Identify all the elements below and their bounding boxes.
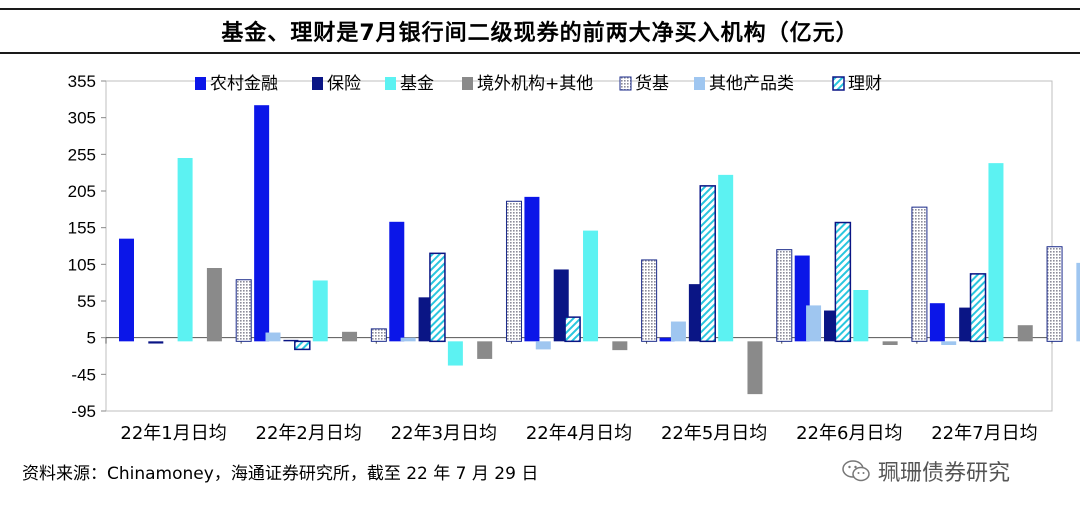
- bar: [148, 341, 164, 344]
- bar: [429, 252, 446, 343]
- bar: [206, 268, 222, 342]
- bar: [1017, 325, 1033, 342]
- bar: [505, 200, 522, 342]
- bar: [312, 280, 328, 342]
- bar: [119, 238, 134, 342]
- bar: [969, 273, 987, 343]
- legend-label: 基金: [400, 74, 434, 94]
- x-tick-label: 22年3月日均: [391, 423, 497, 444]
- bar: [776, 249, 793, 342]
- bar: [447, 341, 463, 366]
- legend-swatch: [832, 76, 845, 91]
- y-tick-label: 55: [77, 292, 96, 311]
- bar: [283, 339, 299, 342]
- bar: [524, 196, 540, 342]
- x-tick-label: 22年5月日均: [661, 423, 767, 444]
- x-tick-label: 22年1月日均: [120, 423, 226, 444]
- legend-swatch: [195, 77, 206, 90]
- chart-title-bar: 基金、理财是7月银行间二级现券的前两大净买入机构（亿元）: [0, 8, 1080, 54]
- bar: [911, 206, 928, 342]
- bar: [612, 341, 628, 351]
- y-tick-label: 105: [68, 255, 96, 274]
- bar: [265, 332, 281, 342]
- bar: [389, 221, 405, 342]
- source-note: 资料来源：Chinamoney，海通证券研究所，截至 22 年 7 月 29 日: [22, 464, 539, 484]
- legend-swatch: [385, 77, 396, 90]
- bar: [988, 163, 1004, 342]
- x-tick-label: 22年2月日均: [256, 423, 362, 444]
- bar: [535, 341, 551, 350]
- bar: [929, 303, 945, 342]
- legend-label: 理财: [848, 74, 882, 94]
- bar: [477, 341, 493, 359]
- x-tick-label: 22年4月日均: [526, 423, 632, 444]
- bar: [294, 340, 311, 351]
- legend-label: 境外机构+其他: [477, 74, 593, 94]
- y-tick-label: 5: [87, 329, 96, 348]
- bar: [670, 321, 686, 342]
- bar: [342, 331, 358, 342]
- bar: [941, 341, 957, 345]
- y-tick-label: -45: [71, 365, 96, 384]
- legend-swatch: [619, 76, 632, 91]
- bar: [177, 158, 193, 342]
- bar: [747, 341, 763, 395]
- chart-bars: [119, 105, 1080, 395]
- wechat-icon: [842, 460, 870, 482]
- legend-swatch: [462, 77, 473, 90]
- legend-label: 农村金融: [210, 74, 278, 94]
- legend-label: 货基: [635, 74, 669, 94]
- chart-title: 基金、理财是7月银行间二级现券的前两大净买入机构（亿元）: [221, 21, 859, 46]
- bar: [699, 185, 716, 343]
- bar: [235, 279, 252, 342]
- x-tick-label: 22年7月日均: [931, 423, 1037, 444]
- bar: [254, 105, 270, 342]
- bar: [853, 290, 869, 342]
- bar: [718, 174, 734, 342]
- legend-label: 保险: [327, 74, 361, 94]
- bar: [370, 328, 387, 342]
- plot-frame: [105, 80, 1053, 412]
- watermark: 珮珊债券研究: [842, 455, 1010, 487]
- bar: [882, 341, 898, 345]
- watermark-text: 珮珊债券研究: [878, 461, 1011, 486]
- bar: [583, 230, 599, 342]
- y-tick-label: 205: [68, 182, 96, 201]
- chart-legend: 农村金融 保险 基金 境外机构+其他 货基 其他产品类 理财: [195, 74, 882, 94]
- y-tick-label: 155: [68, 219, 96, 238]
- y-tick-label: 255: [68, 145, 96, 164]
- legend-swatch: [312, 77, 323, 90]
- bar: [806, 305, 822, 342]
- bar: [834, 221, 852, 343]
- legend-label: 其他产品类: [709, 74, 794, 94]
- bar: [659, 337, 675, 342]
- bar: [794, 255, 810, 342]
- bar: [1076, 262, 1080, 342]
- bar: [564, 316, 581, 343]
- bar: [1046, 246, 1063, 342]
- y-tick-label: -95: [71, 402, 96, 421]
- legend-swatch: [694, 77, 705, 90]
- bar: [641, 259, 658, 342]
- x-tick-label: 22年6月日均: [796, 423, 902, 444]
- bar: [400, 337, 416, 342]
- y-tick-label: 305: [68, 109, 96, 128]
- y-tick-label: 355: [68, 72, 96, 91]
